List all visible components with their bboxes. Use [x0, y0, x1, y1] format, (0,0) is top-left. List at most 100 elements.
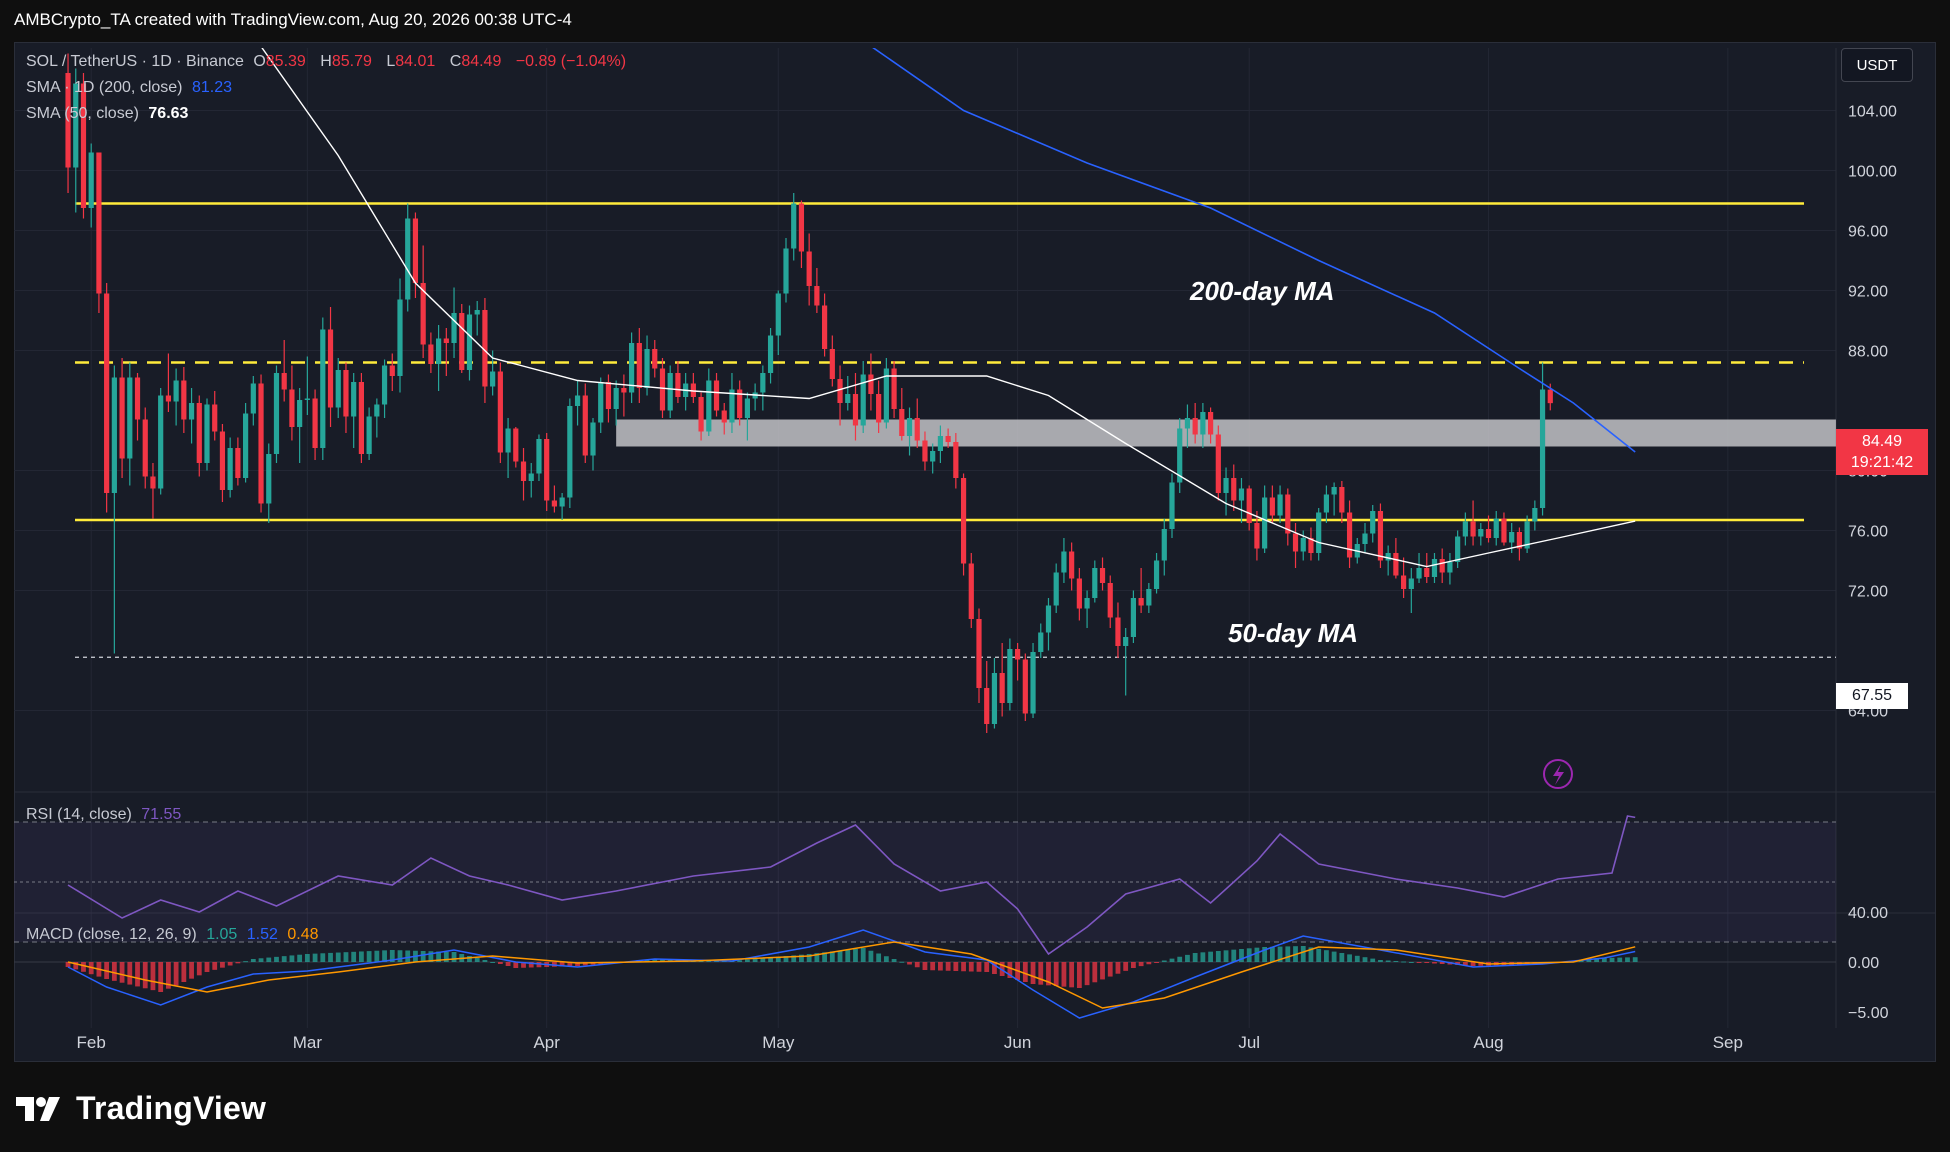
candle-body	[659, 368, 666, 411]
candle-body	[1408, 578, 1414, 589]
macd-histogram-bar	[1632, 957, 1638, 962]
macd-histogram-bar	[1208, 951, 1213, 962]
candle-body	[80, 83, 87, 208]
macd-histogram-bar	[451, 952, 457, 962]
price-axis-tick-label: 96.00	[1848, 224, 1888, 241]
macd-histogram-bar	[1578, 960, 1584, 962]
macd-histogram-bar	[127, 962, 133, 985]
candle-body	[1462, 521, 1468, 537]
macd-histogram-bar	[196, 962, 202, 976]
macd-histogram-bar	[1107, 962, 1113, 977]
candle-body	[1130, 598, 1136, 637]
macd-histogram-bar	[1262, 947, 1268, 962]
macd-histogram-bar	[227, 962, 233, 966]
candle-body	[374, 404, 380, 417]
sma200-legend[interactable]: SMA · 1D (200, close) 81.23	[26, 79, 237, 97]
currency-button[interactable]: USDT	[1841, 48, 1913, 82]
low-value: 84.01	[395, 53, 436, 70]
tradingview-logo-icon	[16, 1096, 60, 1121]
macd-histogram-bar	[1092, 962, 1098, 983]
candle-body	[111, 377, 117, 493]
candle-body	[1231, 478, 1237, 501]
macd-legend[interactable]: MACD (close, 12, 26, 9) 1.05 1.52 0.48	[26, 926, 324, 944]
macd-histogram-bar	[1401, 961, 1406, 963]
candle-body	[1501, 518, 1507, 543]
tradingview-logo[interactable]: TradingView	[16, 1090, 266, 1127]
macd-histogram-bar	[1161, 960, 1167, 962]
macd-histogram-bar	[976, 962, 982, 972]
macd-histogram-bar	[1470, 962, 1476, 966]
candle-body	[760, 373, 766, 393]
candle-body	[1277, 494, 1283, 516]
sma50-legend[interactable]: SMA (50, close) 76.63	[26, 105, 193, 123]
candle-body	[513, 428, 519, 462]
macd-histogram-bar	[258, 958, 264, 962]
candle-body	[428, 344, 434, 364]
candle-body	[304, 398, 310, 400]
candle-body	[158, 395, 164, 489]
candle-body	[235, 448, 241, 478]
candle-body	[1246, 488, 1252, 523]
candle-body	[706, 380, 712, 432]
rsi-line	[67, 815, 1636, 956]
candle-body	[984, 688, 990, 724]
macd-line	[67, 929, 1636, 1019]
candle-body	[389, 365, 395, 376]
rsi-legend[interactable]: RSI (14, close) 71.55	[26, 806, 186, 824]
candle-body	[412, 218, 419, 283]
macd-histogram-bar	[150, 962, 156, 991]
macd-histogram-bar	[1200, 952, 1206, 962]
symbol-name[interactable]: SOL / TetherUS · 1D · Binance	[26, 53, 244, 70]
macd-histogram-bar	[266, 957, 272, 962]
candle-body	[482, 310, 488, 387]
candle-body	[852, 394, 859, 426]
candle-body	[297, 400, 303, 427]
candle-body	[783, 248, 789, 294]
candle-body	[613, 388, 619, 409]
macd-histogram-bar	[1254, 947, 1260, 962]
candle-body	[335, 370, 341, 408]
macd-histogram-bar	[660, 959, 665, 962]
candle-body	[690, 383, 696, 397]
macd-histogram-bar	[274, 956, 279, 962]
candle-body	[945, 436, 951, 442]
axes: Feb Mar Apr May Jun Jul Aug Sep 104.00 100.00 96.0…	[77, 104, 1897, 1053]
alert-icon[interactable]	[1543, 759, 1573, 789]
macd-histogram-bar	[1123, 962, 1129, 971]
candle-body	[930, 451, 936, 462]
candle-body	[1447, 562, 1453, 573]
candle-body	[1539, 389, 1546, 508]
candle-body	[96, 152, 102, 294]
candle-body	[1153, 560, 1160, 589]
candle-body	[88, 152, 94, 208]
candle-body	[219, 431, 226, 490]
low-label: L	[386, 53, 396, 70]
candle-body	[1177, 428, 1183, 483]
macd-histogram-bar	[945, 962, 951, 971]
candle-body	[459, 313, 465, 370]
macd-histogram-bar	[1339, 953, 1345, 962]
candle-body	[775, 293, 781, 336]
candle-body	[1200, 412, 1206, 435]
candle-body	[883, 368, 889, 423]
candle-body	[188, 403, 195, 420]
candle-body	[559, 497, 565, 507]
macd-histogram-bar	[999, 962, 1005, 976]
candle-body	[1509, 532, 1515, 543]
candle-body	[1478, 529, 1484, 537]
candle-body	[204, 404, 210, 463]
macd-histogram-bar	[922, 962, 928, 970]
macd-histogram-bar	[420, 951, 426, 962]
candle-body	[1099, 568, 1106, 583]
x-axis-tick-label: Jul	[1238, 1033, 1260, 1052]
macd-histogram-bar	[1246, 948, 1252, 962]
indicator-panels	[14, 815, 1836, 1019]
macd-histogram-bar	[1053, 962, 1059, 986]
macd-histogram-bar	[1478, 962, 1484, 966]
macd-histogram-bar	[366, 951, 372, 962]
price-axis-tick-label: 88.00	[1848, 344, 1888, 361]
macd-histogram-bar	[1378, 960, 1383, 962]
candle-body	[289, 389, 295, 427]
macd-histogram-bar	[304, 954, 310, 962]
